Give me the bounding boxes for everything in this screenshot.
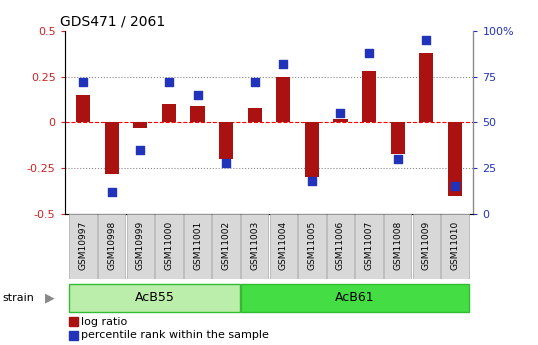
- Bar: [241, 284, 469, 313]
- Text: GSM10999: GSM10999: [136, 221, 145, 270]
- Point: [308, 178, 316, 184]
- Bar: [356, 214, 383, 279]
- Bar: [334, 119, 348, 122]
- Bar: [69, 214, 97, 279]
- Bar: [190, 106, 204, 122]
- Bar: [391, 122, 405, 154]
- Point: [136, 147, 145, 152]
- Text: GSM11009: GSM11009: [422, 221, 431, 270]
- Text: AcB55: AcB55: [134, 291, 174, 304]
- Text: GSM10998: GSM10998: [107, 221, 116, 270]
- Point: [336, 110, 345, 116]
- Point: [193, 92, 202, 98]
- Bar: [76, 95, 90, 122]
- Bar: [69, 331, 77, 340]
- Bar: [305, 122, 319, 177]
- Bar: [69, 317, 77, 326]
- Bar: [327, 214, 354, 279]
- Bar: [298, 214, 325, 279]
- Bar: [247, 108, 262, 122]
- Point: [450, 184, 459, 189]
- Bar: [384, 214, 412, 279]
- Point: [108, 189, 116, 195]
- Text: ▶: ▶: [45, 291, 54, 304]
- Bar: [419, 53, 434, 122]
- Point: [365, 50, 373, 56]
- Bar: [413, 214, 440, 279]
- Text: GDS471 / 2061: GDS471 / 2061: [60, 14, 166, 29]
- Text: AcB61: AcB61: [335, 291, 374, 304]
- Bar: [184, 214, 211, 279]
- Text: GSM10997: GSM10997: [79, 221, 88, 270]
- Point: [165, 79, 173, 85]
- Bar: [241, 214, 268, 279]
- Bar: [155, 214, 182, 279]
- Text: log ratio: log ratio: [81, 317, 127, 327]
- Text: GSM11004: GSM11004: [279, 221, 288, 270]
- Bar: [162, 104, 176, 122]
- Bar: [362, 71, 376, 122]
- Point: [79, 79, 88, 85]
- Text: GSM11002: GSM11002: [222, 221, 231, 270]
- Text: percentile rank within the sample: percentile rank within the sample: [81, 331, 269, 341]
- Bar: [133, 122, 147, 128]
- Point: [422, 37, 430, 43]
- Point: [279, 61, 288, 67]
- Text: GSM11000: GSM11000: [165, 221, 173, 270]
- Bar: [98, 214, 125, 279]
- Text: GSM11008: GSM11008: [393, 221, 402, 270]
- Bar: [104, 122, 119, 174]
- Point: [222, 160, 230, 166]
- Bar: [448, 122, 462, 196]
- Text: GSM11006: GSM11006: [336, 221, 345, 270]
- Point: [250, 79, 259, 85]
- Bar: [270, 214, 297, 279]
- Bar: [69, 284, 240, 313]
- Bar: [276, 77, 291, 122]
- Bar: [441, 214, 469, 279]
- Text: strain: strain: [3, 293, 34, 303]
- Point: [393, 156, 402, 162]
- Text: GSM11010: GSM11010: [450, 221, 459, 270]
- Text: GSM11003: GSM11003: [250, 221, 259, 270]
- Bar: [213, 214, 240, 279]
- Text: GSM11005: GSM11005: [307, 221, 316, 270]
- Bar: [126, 214, 154, 279]
- Bar: [219, 122, 233, 159]
- Text: GSM11001: GSM11001: [193, 221, 202, 270]
- Text: GSM11007: GSM11007: [365, 221, 373, 270]
